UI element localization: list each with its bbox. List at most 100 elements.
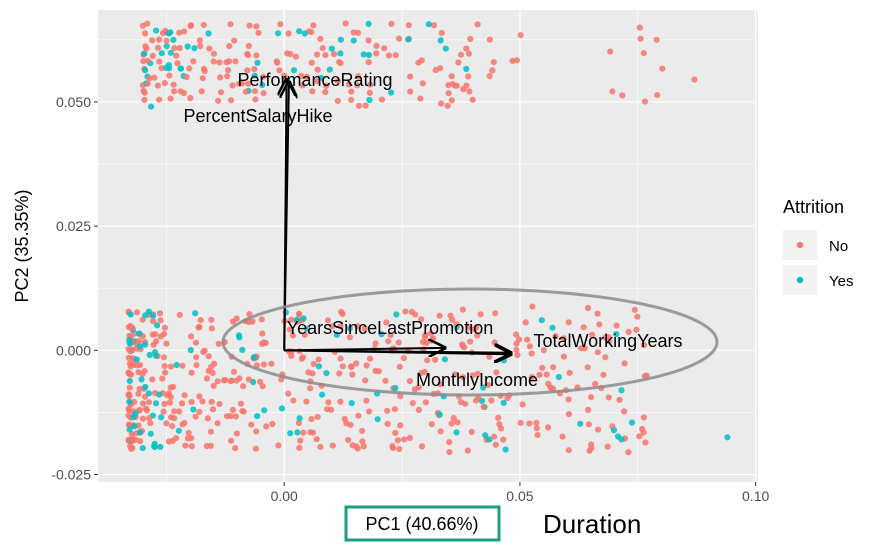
scatter-point <box>425 21 432 28</box>
scatter-point <box>348 400 355 407</box>
scatter-point <box>336 59 343 66</box>
scatter-point <box>257 378 264 385</box>
scatter-point <box>314 78 321 85</box>
scatter-point <box>149 318 157 325</box>
scatter-point <box>188 369 195 376</box>
scatter-point <box>140 87 147 94</box>
scatter-point <box>585 421 592 428</box>
scatter-point <box>245 80 252 87</box>
scatter-point <box>149 376 156 383</box>
scatter-point <box>619 92 626 99</box>
scatter-point <box>333 331 340 338</box>
scatter-point <box>163 37 170 44</box>
scatter-point <box>161 324 168 331</box>
scatter-point <box>315 363 322 370</box>
scatter-point <box>171 88 178 95</box>
scatter-point <box>448 420 455 427</box>
scatter-point <box>278 405 286 412</box>
scatter-point <box>160 408 167 415</box>
scatter-point <box>131 423 138 430</box>
x-axis-ticks: 0.00 0.05 0.10 <box>271 482 769 504</box>
scatter-point <box>143 45 150 52</box>
scatter-point <box>365 59 372 66</box>
scatter-point <box>231 37 238 44</box>
scatter-point <box>217 74 224 81</box>
scatter-point <box>468 428 475 435</box>
scatter-point <box>451 371 459 378</box>
scatter-point <box>317 35 324 43</box>
scatter-point <box>228 377 235 384</box>
scatter-point <box>217 89 225 96</box>
scatter-point <box>158 414 165 421</box>
scatter-point <box>543 371 550 378</box>
scatter-point <box>464 447 471 454</box>
scatter-point <box>166 399 173 406</box>
scatter-point <box>188 398 195 406</box>
scatter-point <box>430 22 438 29</box>
scatter-point <box>289 332 296 339</box>
scatter-point <box>233 430 240 437</box>
scatter-point <box>314 51 321 58</box>
scatter-point <box>250 354 257 361</box>
scatter-point <box>126 337 133 344</box>
scatter-point <box>205 30 212 37</box>
scatter-point <box>196 323 203 331</box>
scatter-point <box>161 400 168 407</box>
scatter-point <box>185 429 192 437</box>
scatter-point <box>640 342 648 349</box>
scatter-point <box>596 321 603 328</box>
scatter-point <box>625 328 632 335</box>
scatter-point <box>432 356 439 363</box>
scatter-point <box>260 361 267 368</box>
scatter-point <box>549 324 556 331</box>
scatter-point <box>631 306 638 313</box>
scatter-point <box>361 325 368 332</box>
scatter-point <box>147 430 154 437</box>
scatter-point <box>170 383 177 390</box>
scatter-point <box>326 66 333 73</box>
scatter-point <box>396 363 403 370</box>
scatter-point <box>214 420 221 427</box>
scatter-point <box>233 377 240 384</box>
scatter-point <box>588 441 595 448</box>
scatter-point <box>422 399 429 406</box>
scatter-point <box>281 72 288 79</box>
scatter-point <box>191 45 198 52</box>
scatter-point <box>400 355 407 362</box>
scatter-point <box>199 398 206 405</box>
scatter-point <box>354 445 361 452</box>
scatter-point <box>396 445 403 453</box>
scatter-point <box>538 317 545 324</box>
scatter-point <box>296 415 303 422</box>
scatter-point <box>153 338 160 345</box>
scatter-point <box>565 411 573 418</box>
scatter-point <box>419 80 426 87</box>
scatter-point <box>363 362 370 369</box>
scatter-point <box>424 357 431 364</box>
scatter-point <box>480 403 487 411</box>
scatter-point <box>329 323 336 330</box>
scatter-point <box>378 96 386 103</box>
loading-label: YearsSinceLastPromotion <box>287 318 493 338</box>
x-axis-title: PC1 (40.66%) <box>365 514 478 534</box>
scatter-point <box>252 445 259 452</box>
scatter-point <box>526 420 533 427</box>
scatter-point <box>467 338 474 345</box>
scatter-point <box>136 385 143 392</box>
scatter-point <box>275 442 282 449</box>
scatter-point <box>277 21 284 28</box>
scatter-point <box>177 88 184 95</box>
scatter-point <box>336 370 343 377</box>
scatter-point <box>258 316 265 323</box>
scatter-point <box>175 427 182 434</box>
scatter-point <box>455 59 462 66</box>
scatter-point <box>251 88 259 95</box>
scatter-point <box>524 336 531 343</box>
scatter-point <box>193 362 200 369</box>
minor-gridlines <box>98 10 758 482</box>
scatter-point <box>184 43 191 50</box>
scatter-point <box>691 76 698 83</box>
scatter-point <box>290 67 298 74</box>
scatter-point <box>463 65 470 72</box>
scatter-point <box>339 363 346 370</box>
